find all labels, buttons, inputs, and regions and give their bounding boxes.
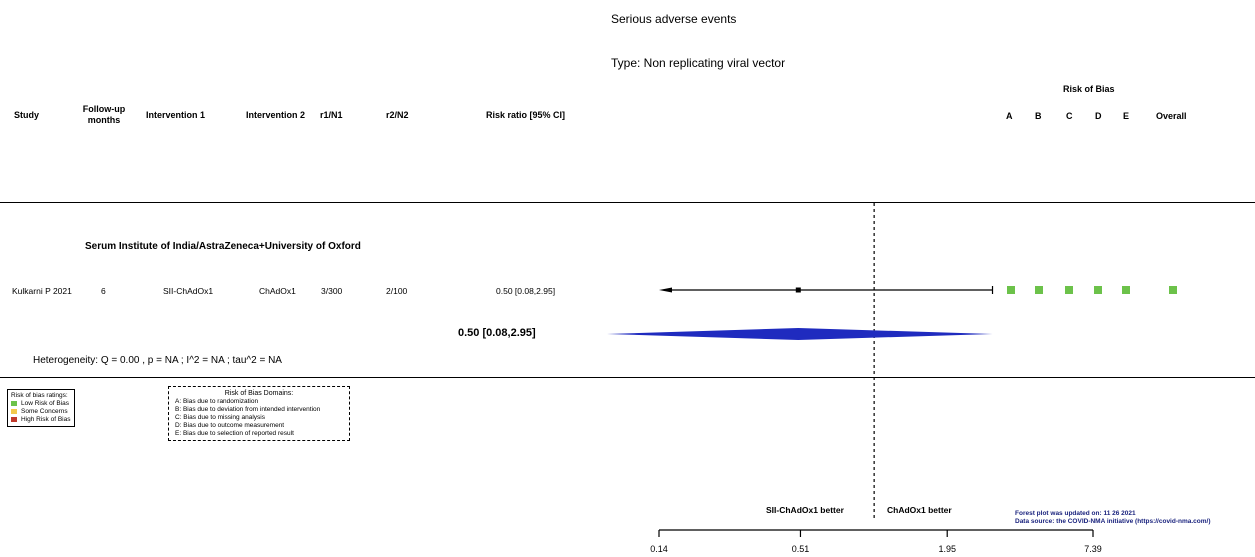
domain-a: A: Bias due to randomization — [175, 397, 259, 405]
rob-domains-legend: Risk of Bias Domains: A: Bias due to ran… — [168, 386, 350, 442]
chart-title: Serious adverse events — [611, 12, 737, 26]
rob-square-b — [1035, 286, 1043, 294]
header-rob-a: A — [1006, 111, 1013, 121]
low-risk-swatch — [11, 400, 17, 406]
study-point-estimate — [795, 287, 801, 293]
rob-ratings-title: Risk of bias ratings: — [11, 392, 68, 399]
domain-d: D: Bias due to outcome measurement — [175, 421, 285, 429]
domain-b: B: Bias due to deviation from intended i… — [175, 405, 321, 413]
header-rob-e: E — [1123, 111, 1130, 121]
rob-domains-title: Risk of Bias Domains: — [224, 390, 294, 397]
group-label: Serum Institute of India/AstraZeneca+Uni… — [85, 241, 361, 252]
x-tick-label-0: 0.14 — [650, 544, 668, 554]
plot-layer: 0.14 0.51 1.95 7.39 — [607, 203, 1177, 554]
legend-item-low: Low Risk of Bias — [11, 400, 71, 408]
domain-c: C: Bias due to missing analysis — [175, 413, 265, 421]
rob-ratings-legend: Risk of bias ratings: Low Risk of Bias S… — [7, 389, 75, 427]
header-r2-n2: r2/N2 — [386, 110, 409, 120]
some-concerns-swatch — [11, 408, 17, 414]
row-risk-ratio: 0.50 [0.08,2.95] — [496, 286, 556, 296]
header-intervention-2: Intervention 2 — [246, 110, 306, 120]
legend-item-high: High Risk of Bias — [11, 416, 71, 424]
source-note: Data source: the COVID-NMA initiative (h… — [1015, 518, 1211, 525]
row-intervention-2: ChAdOx1 — [259, 286, 296, 296]
high-risk-swatch — [11, 416, 17, 422]
row-intervention-1: SII-ChAdOx1 — [163, 286, 214, 296]
row-study: Kulkarni P 2021 — [12, 286, 72, 296]
favours-right-label: ChAdOx1 better — [887, 505, 952, 515]
header-followup: Follow-up months — [82, 104, 126, 125]
header-rob-b: B — [1035, 111, 1042, 121]
chart-subtitle: Type: Non replicating viral vector — [611, 56, 786, 70]
domain-e: E: Bias due to selection of reported res… — [175, 429, 294, 437]
rob-square-a — [1007, 286, 1015, 294]
header-rob-overall: Overall — [1156, 111, 1187, 121]
update-note: Forest plot was updated on: 11 26 2021 — [1015, 510, 1136, 517]
study-ci-arrow — [659, 287, 672, 293]
header-intervention-1: Intervention 1 — [146, 110, 206, 120]
x-tick-label-2: 1.95 — [938, 544, 956, 554]
rob-square-e — [1122, 286, 1130, 294]
header-risk-ratio: Risk ratio [95% CI] — [486, 110, 566, 120]
row-followup: 6 — [101, 286, 106, 296]
x-tick-label-1: 0.51 — [792, 544, 810, 554]
header-risk-of-bias: Risk of Bias — [1063, 84, 1115, 94]
row-r2-n2: 2/100 — [386, 286, 408, 296]
header-study: Study — [14, 110, 40, 120]
rob-square-overall — [1169, 286, 1177, 294]
row-r1-n1: 3/300 — [321, 286, 343, 296]
favours-left-label: SII-ChAdOx1 better — [766, 505, 844, 515]
heterogeneity-text: Heterogeneity: Q = 0.00 , p = NA ; I^2 =… — [33, 355, 282, 366]
header-rob-c: C — [1066, 111, 1073, 121]
legend-item-some: Some Concerns — [11, 408, 71, 416]
header-rob-d: D — [1095, 111, 1102, 121]
pooled-risk-ratio: 0.50 [0.08,2.95] — [458, 327, 536, 339]
header-r1-n1: r1/N1 — [320, 110, 343, 120]
pooled-diamond — [607, 328, 993, 340]
top-rule — [0, 202, 1255, 203]
rob-square-d — [1094, 286, 1102, 294]
bottom-rule — [0, 377, 1255, 378]
x-tick-label-3: 7.39 — [1084, 544, 1102, 554]
rob-square-c — [1065, 286, 1073, 294]
